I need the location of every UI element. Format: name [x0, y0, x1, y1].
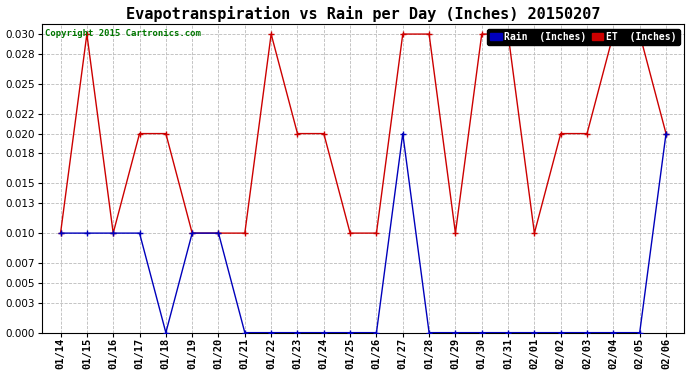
Legend: Rain  (Inches), ET  (Inches): Rain (Inches), ET (Inches) [487, 29, 680, 45]
Title: Evapotranspiration vs Rain per Day (Inches) 20150207: Evapotranspiration vs Rain per Day (Inch… [126, 6, 600, 21]
Text: Copyright 2015 Cartronics.com: Copyright 2015 Cartronics.com [46, 29, 201, 38]
